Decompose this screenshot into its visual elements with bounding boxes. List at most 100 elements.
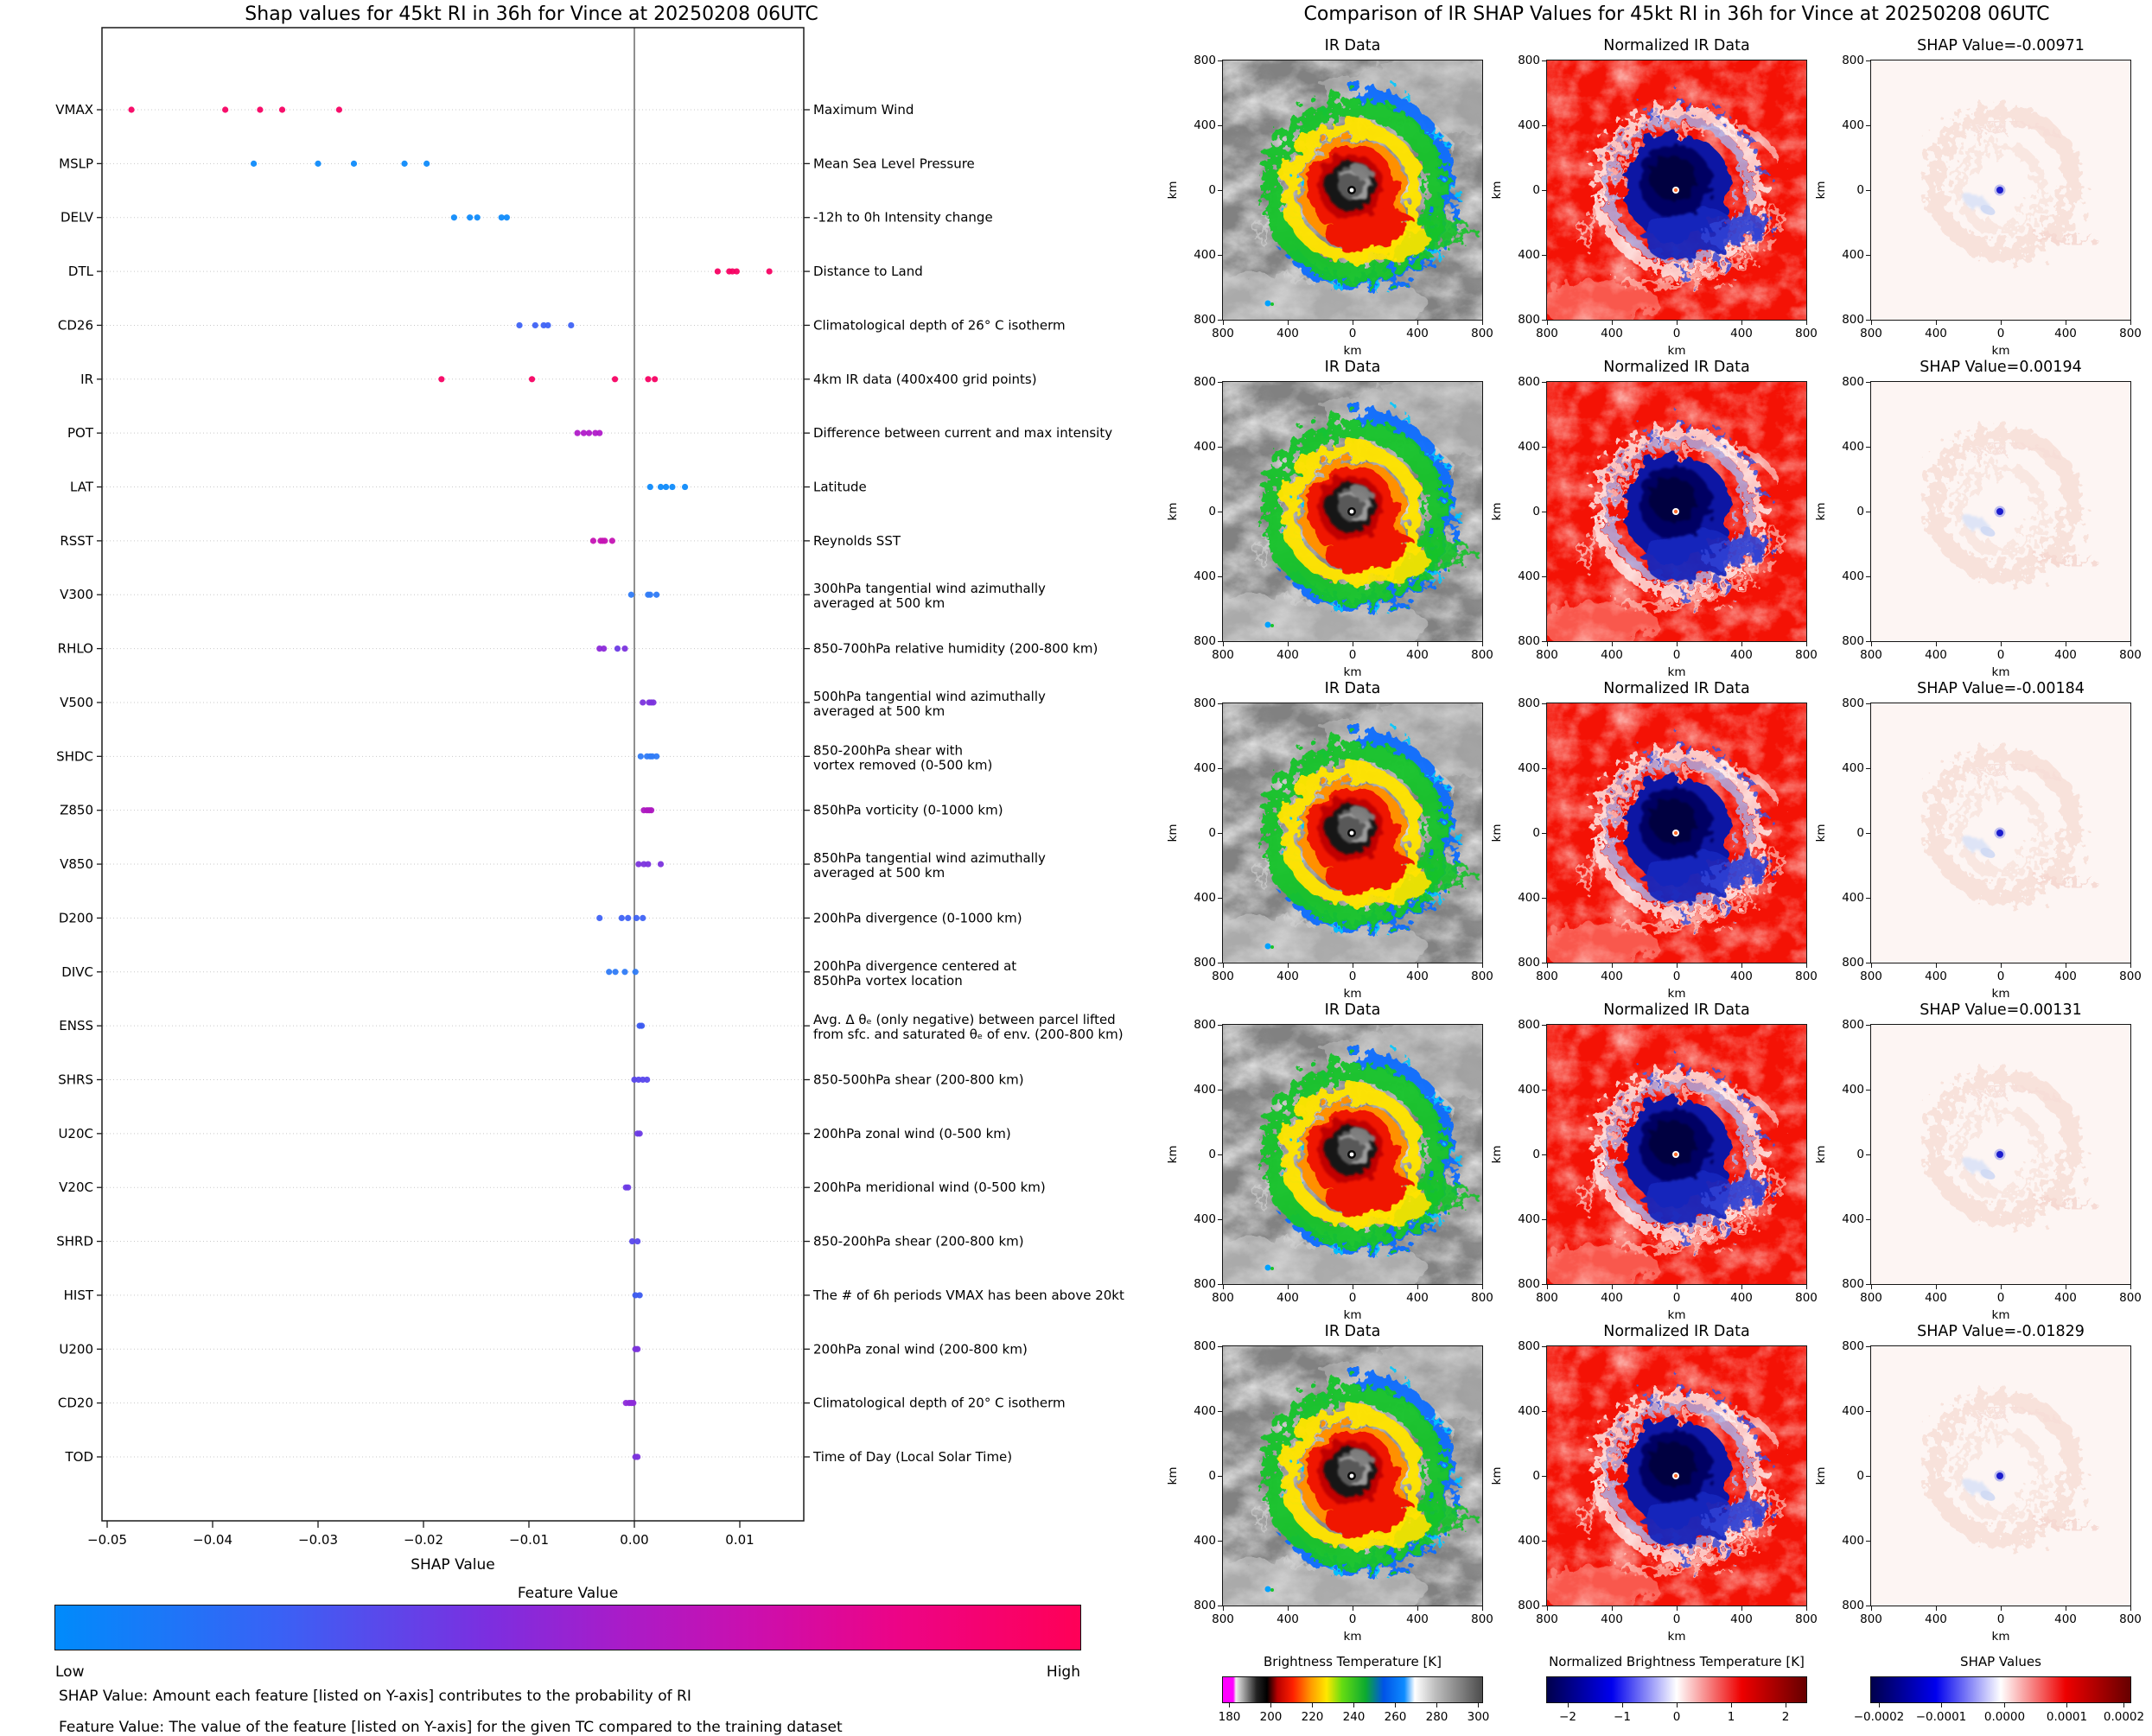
feature-label: HIST bbox=[64, 1288, 94, 1303]
feature-label: POT bbox=[67, 425, 94, 441]
feature-description: 850-700hPa relative humidity (200-800 km… bbox=[813, 641, 1098, 657]
panel-xtick-label: 800 bbox=[1860, 648, 1882, 662]
hurricane-image bbox=[1871, 60, 2130, 320]
beeswarm-dot bbox=[640, 914, 646, 921]
beeswarm-dot bbox=[663, 483, 670, 491]
panel-xtick-mark bbox=[1481, 320, 1483, 325]
beeswarm-dot bbox=[640, 699, 646, 706]
panel-ytick-mark bbox=[1542, 446, 1547, 448]
panel-ytick-label: 800 bbox=[1518, 696, 1540, 710]
panel-ytick-label: 0 bbox=[1208, 1469, 1216, 1483]
colorbar-tick-mark bbox=[1940, 1703, 1942, 1707]
panel-ytick-label: 0 bbox=[1856, 826, 1864, 840]
panel-xtick-mark bbox=[1417, 641, 1418, 646]
panel-ytick-mark bbox=[1218, 60, 1223, 61]
panel-ytick-mark bbox=[1218, 1024, 1223, 1026]
colorbar-tick-label: 2 bbox=[1781, 1710, 1790, 1724]
shap-value-note: SHAP Value: Amount each feature [listed … bbox=[59, 1688, 691, 1705]
panel-ytick-mark bbox=[1866, 124, 1871, 126]
feature-description: averaged at 500 km bbox=[813, 865, 945, 881]
panel-xtick-label: 400 bbox=[1925, 1291, 1947, 1305]
panel-xtick-label: 800 bbox=[1471, 1291, 1493, 1305]
panel-xtick-mark bbox=[1805, 1284, 1807, 1289]
panel-xtick-mark bbox=[1805, 963, 1807, 968]
colorbar-tick-mark bbox=[1730, 1703, 1732, 1707]
feature-label: DTL bbox=[68, 264, 94, 279]
panel-ytick-label: 400 bbox=[1518, 248, 1540, 262]
beeswarm-dot bbox=[627, 591, 634, 598]
beeswarm-dot bbox=[532, 321, 538, 329]
y-axis-unit-km: km bbox=[1814, 823, 1828, 843]
panel-ytick-label: 800 bbox=[1842, 1018, 1864, 1032]
panel-ytick-label: 0 bbox=[1532, 1469, 1540, 1483]
panel-ytick-mark bbox=[1218, 1154, 1223, 1155]
panel-xtick-label: 800 bbox=[2119, 648, 2142, 662]
panel-xtick-label: 800 bbox=[1212, 1291, 1234, 1305]
feature-label: U20C bbox=[58, 1126, 93, 1141]
panel-xtick-label: 800 bbox=[1536, 970, 1558, 983]
panel-xtick-label: 800 bbox=[1795, 1612, 1818, 1626]
panel-ytick-mark bbox=[1866, 1410, 1871, 1412]
hurricane-image bbox=[1547, 1025, 1806, 1284]
panel-xtick-label: 400 bbox=[1730, 970, 1753, 983]
beeswarm-dot bbox=[628, 1237, 636, 1245]
y-axis-unit-km: km bbox=[1490, 823, 1504, 843]
panel-xtick-label: 800 bbox=[2119, 970, 2142, 983]
beeswarm-dot bbox=[681, 483, 689, 491]
panel-ytick-label: 400 bbox=[1194, 118, 1216, 132]
beeswarm-dot bbox=[596, 429, 603, 436]
panel-xtick-mark bbox=[1287, 1284, 1289, 1289]
panel-xtick-mark bbox=[1935, 1284, 1937, 1289]
colorbar-tick-label: −2 bbox=[1559, 1710, 1576, 1724]
panel-xtick-label: 400 bbox=[2054, 970, 2077, 983]
panel-xtick-label: 800 bbox=[1536, 327, 1558, 340]
panel-ytick-mark bbox=[1866, 381, 1871, 383]
panel-ytick-mark bbox=[1218, 1345, 1223, 1347]
panel-xtick-label: 400 bbox=[1406, 1291, 1429, 1305]
colorbar-tick-mark bbox=[1270, 1703, 1272, 1707]
panel-ytick-mark bbox=[1542, 1283, 1547, 1285]
panel-ytick-label: 400 bbox=[1518, 1534, 1540, 1548]
panel-xtick-label: 400 bbox=[1601, 970, 1623, 983]
panel-xtick-mark bbox=[1870, 320, 1872, 325]
panel-xtick-label: 400 bbox=[1601, 1612, 1623, 1626]
beeswarm-dot bbox=[222, 106, 229, 113]
panel-ytick-label: 400 bbox=[1194, 1083, 1216, 1097]
panel-ytick-mark bbox=[1866, 319, 1871, 321]
beeswarm-dot bbox=[621, 645, 628, 652]
panel-title: IR Data bbox=[1324, 1002, 1381, 1019]
shap-beeswarm-plot: VMAX Maximum Wind MSLP Mean Sea Level Press… bbox=[55, 27, 1124, 1736]
panel-ytick-label: 400 bbox=[1194, 440, 1216, 454]
panel-xtick-mark bbox=[1805, 320, 1807, 325]
panel-ytick-mark bbox=[1542, 897, 1547, 899]
panel-xtick-mark bbox=[1676, 1284, 1678, 1289]
panel-title: Normalized IR Data bbox=[1603, 359, 1750, 376]
panel-ytick-label: 400 bbox=[1842, 891, 1864, 905]
beeswarm-dot bbox=[657, 483, 665, 491]
panel-xtick-label: 800 bbox=[2119, 1291, 2142, 1305]
panel-xtick-label: 800 bbox=[2119, 1612, 2142, 1626]
panel-ytick-label: 400 bbox=[1842, 1404, 1864, 1418]
colorbar-title: Brightness Temperature [K] bbox=[1264, 1654, 1442, 1669]
hurricane-image bbox=[1547, 60, 1806, 320]
panel-ytick-mark bbox=[1542, 124, 1547, 126]
panel-ytick-mark bbox=[1866, 703, 1871, 704]
panel-xtick-label: 0 bbox=[1348, 648, 1357, 662]
panel-xtick-mark bbox=[1546, 320, 1548, 325]
beeswarm-dot bbox=[574, 429, 581, 436]
panel-ytick-label: 400 bbox=[1194, 248, 1216, 262]
panel-ytick-mark bbox=[1218, 381, 1223, 383]
panel-xtick-label: 800 bbox=[1536, 1291, 1558, 1305]
panel-ytick-mark bbox=[1542, 575, 1547, 577]
colorbar-tick-label: 200 bbox=[1259, 1710, 1283, 1724]
panel-ytick-label: 800 bbox=[1194, 1339, 1216, 1353]
y-axis-unit-km: km bbox=[1490, 1145, 1504, 1164]
panel-ytick-label: 0 bbox=[1532, 1148, 1540, 1161]
beeswarm-dot bbox=[645, 861, 652, 868]
panel-title: IR Data bbox=[1324, 1323, 1381, 1340]
panel-ytick-label: 400 bbox=[1518, 1404, 1540, 1418]
panel-xtick-mark bbox=[1676, 963, 1678, 968]
panel-xtick-mark bbox=[1741, 963, 1742, 968]
panel-ytick-mark bbox=[1542, 189, 1547, 191]
feature-description: vortex removed (0-500 km) bbox=[813, 757, 992, 773]
